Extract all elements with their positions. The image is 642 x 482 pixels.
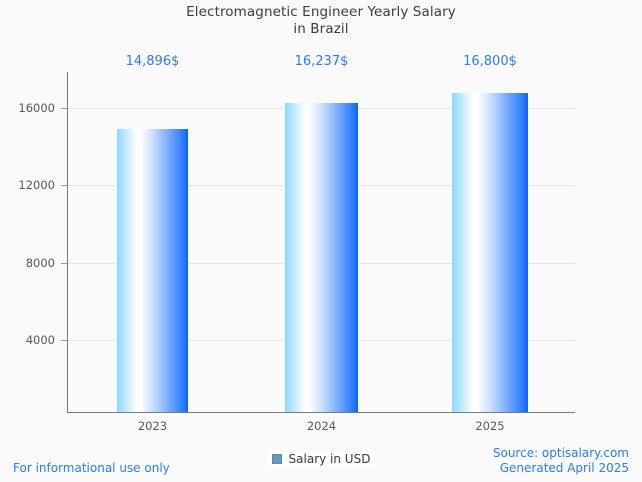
ytick-mark-4000 [61,340,67,341]
bar-2025[interactable] [452,93,528,412]
ytick-label-16000: 16000 [18,101,55,115]
xtick-label-2025: 2025 [475,419,505,433]
source-text: Source: optisalary.com [492,446,629,460]
bar-2023[interactable] [117,129,188,412]
chart-title-line-2: in Brazil [293,21,349,37]
bar-2024[interactable] [285,103,358,412]
ytick-mark-8000 [61,263,67,264]
chart-title-line-1: Electromagnetic Engineer Yearly Salary [186,4,456,20]
bar-value-label-2025: 16,800$ [463,54,517,69]
xtick-label-2023: 2023 [137,419,168,433]
ytick-mark-12000 [61,185,67,186]
chart-title: Electromagnetic Engineer Yearly Salary i… [0,4,642,38]
x-axis-line [67,412,575,413]
ytick-mark-16000 [61,108,67,109]
bar-value-label-2024: 16,237$ [294,54,349,69]
legend-label-salary-in-usd: Salary in USD [288,452,371,466]
ytick-label-8000: 8000 [25,256,55,270]
ytick-label-12000: 12000 [18,178,55,192]
chart-legend: Salary in USD [0,450,642,468]
ytick-label-4000: 4000 [25,333,55,347]
legend-swatch-icon [271,454,282,464]
xtick-label-2024: 2024 [306,419,337,433]
plot-area [67,72,575,412]
disclaimer-text: For informational use only [13,461,170,475]
generated-date-text: Generated April 2025 [499,461,629,475]
y-axis-line [67,72,68,413]
legend-item-salary-in-usd[interactable]: Salary in USD [265,450,377,468]
source-block: Source: optisalary.com Generated April 2… [493,446,629,476]
bar-value-label-2023: 14,896$ [125,54,180,69]
